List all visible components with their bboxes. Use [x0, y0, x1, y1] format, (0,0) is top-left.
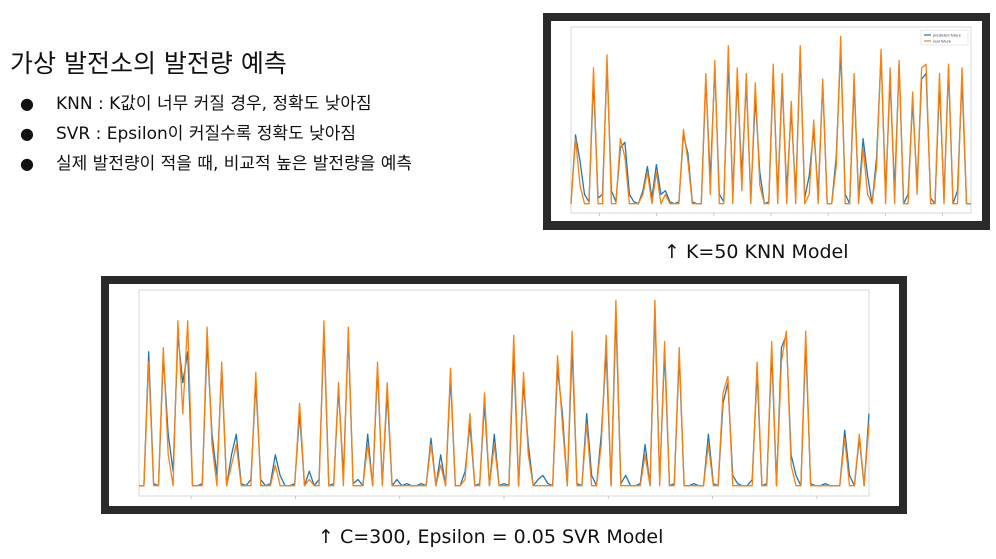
svr-chart-frame [101, 276, 907, 514]
svr-chart-plot [109, 284, 899, 506]
knn-chart-series-line-real [570, 35, 971, 205]
bullet-text: KNN : K값이 너무 커질 경우, 정확도 낮아짐 [56, 94, 372, 114]
svr-caption: ↑ C=300, Epsilon = 0.05 SVR Model [318, 526, 664, 548]
bullet-text: 실제 발전량이 적을 때, 비교적 높은 발전량을 예측 [56, 154, 413, 174]
bullet-item: ● KNN : K값이 너무 커질 경우, 정확도 낮아짐 [20, 89, 412, 119]
bullet-list: ● KNN : K값이 너무 커질 경우, 정확도 낮아짐 ● SVR : Epsi… [20, 89, 412, 179]
knn-chart-legend-label: real future [933, 39, 952, 44]
bullet-dot-icon: ● [20, 154, 34, 173]
bullet-dot-icon: ● [20, 94, 34, 113]
svr-chart-axes-frame [138, 289, 870, 497]
bullet-item: ● 실제 발전량이 적을 때, 비교적 높은 발전량을 예측 [20, 149, 412, 179]
knn-chart-plot: predicted future real future [551, 21, 982, 221]
svr-chart-series-line-predicted [139, 309, 870, 487]
svr-chart-series-line-real [139, 299, 870, 487]
slide-title: 가상 발전소의 발전량 예측 [10, 49, 287, 78]
knn-chart-frame: predicted future real future [543, 13, 990, 230]
bullet-item: ● SVR : Epsilon이 커질수록 정확도 낮아짐 [20, 119, 412, 149]
svr-chart [138, 289, 870, 499]
knn-chart-legend-label: predicted future [933, 33, 962, 38]
knn-caption: ↑ K=50 KNN Model [664, 241, 849, 263]
knn-chart-legend-box [920, 29, 969, 46]
bullet-dot-icon: ● [20, 124, 34, 143]
bullet-text: SVR : Epsilon이 커질수록 정확도 낮아짐 [56, 124, 357, 144]
